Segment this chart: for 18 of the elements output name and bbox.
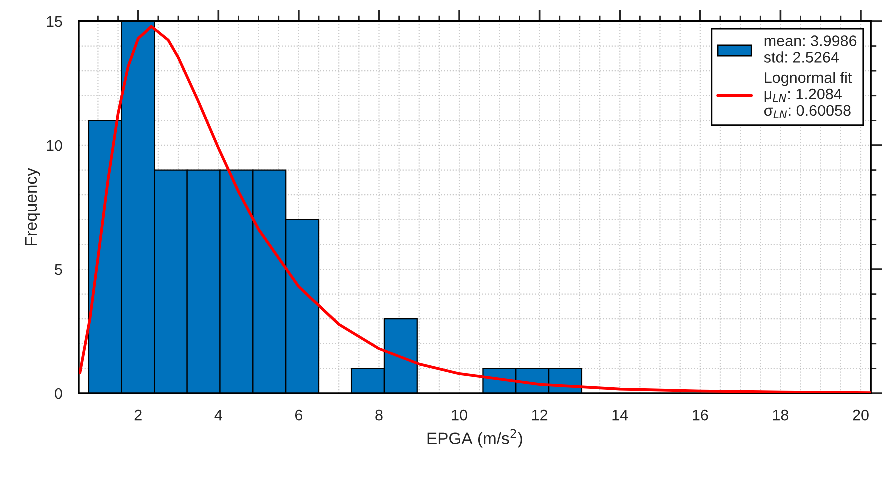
x-tick-label: 10	[452, 410, 468, 421]
legend-label: Lognormal fit μ$_{LN}$: 1.2084 σ$_{LN}$: 0.60058	[764, 72, 852, 118]
y-tick-label: 5	[55, 264, 62, 276]
y-tick-label: 10	[47, 140, 62, 152]
x-axis-title: EPGA (m/s$^{2}$)	[428, 429, 522, 448]
x-tick-label: 16	[693, 410, 708, 421]
y-axis-title: Frequency	[26, 168, 40, 246]
x-tick-label: 4	[214, 410, 222, 421]
x-tick-label: 8	[376, 410, 383, 421]
x-tick-label: 6	[295, 410, 303, 421]
x-tick-label: 20	[853, 410, 869, 421]
x-tick-label: 2	[134, 410, 142, 421]
legend-label: mean: 3.9986 std: 2.5264	[764, 36, 857, 63]
x-tick-label: 14	[612, 410, 628, 421]
y-tick-label: 0	[55, 388, 62, 400]
x-tick-label: 18	[773, 410, 789, 421]
x-tick-label: 12	[532, 410, 548, 421]
y-tick-label: 15	[47, 16, 62, 28]
